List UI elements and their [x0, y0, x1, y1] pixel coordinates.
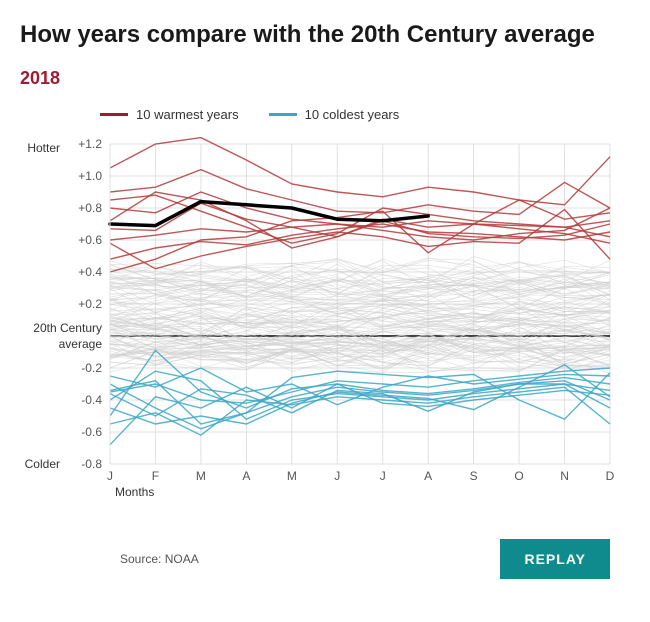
chart-subtitle: 2018: [20, 68, 630, 89]
legend-item-coldest: 10 coldest years: [269, 107, 400, 122]
svg-text:Hotter: Hotter: [27, 141, 60, 155]
legend-label-warmest: 10 warmest years: [136, 107, 239, 122]
svg-text:-0.2: -0.2: [81, 361, 102, 375]
svg-text:+0.2: +0.2: [78, 297, 102, 311]
svg-text:+0.8: +0.8: [78, 201, 102, 215]
svg-text:Months: Months: [115, 485, 154, 499]
legend-item-warmest: 10 warmest years: [100, 107, 239, 122]
svg-text:A: A: [242, 469, 250, 483]
svg-text:+0.4: +0.4: [78, 265, 102, 279]
svg-text:F: F: [152, 469, 159, 483]
legend-label-coldest: 10 coldest years: [305, 107, 400, 122]
chart-area: +1.2 +1.0 +0.8 +0.6 +0.4 +0.2 -0.2 -0.4 -0.6 -0.8…: [20, 134, 630, 519]
svg-text:-0.4: -0.4: [81, 393, 102, 407]
source-text: Source: NOAA: [120, 552, 199, 566]
legend-swatch-coldest: [269, 113, 297, 116]
svg-text:+0.6: +0.6: [78, 233, 102, 247]
line-chart: +1.2 +1.0 +0.8 +0.6 +0.4 +0.2 -0.2 -0.4 -0.6 -0.8…: [20, 134, 630, 514]
legend-swatch-warmest: [100, 113, 128, 116]
svg-text:S: S: [470, 469, 478, 483]
svg-text:average: average: [59, 337, 103, 351]
replay-button[interactable]: REPLAY: [500, 539, 610, 579]
legend: 10 warmest years 10 coldest years: [100, 107, 630, 122]
svg-text:-0.6: -0.6: [81, 425, 102, 439]
svg-text:M: M: [196, 469, 206, 483]
svg-text:A: A: [424, 469, 432, 483]
svg-text:J: J: [380, 469, 386, 483]
chart-title: How years compare with the 20th Century …: [20, 20, 630, 50]
svg-text:+1.2: +1.2: [78, 137, 102, 151]
svg-text:J: J: [334, 469, 340, 483]
svg-text:Colder: Colder: [25, 457, 60, 471]
svg-text:M: M: [287, 469, 297, 483]
svg-text:D: D: [606, 469, 615, 483]
svg-text:J: J: [107, 469, 113, 483]
svg-text:O: O: [514, 469, 523, 483]
svg-text:+1.0: +1.0: [78, 169, 102, 183]
svg-text:N: N: [560, 469, 569, 483]
svg-text:20th Century: 20th Century: [33, 321, 102, 335]
svg-text:-0.8: -0.8: [81, 457, 102, 471]
